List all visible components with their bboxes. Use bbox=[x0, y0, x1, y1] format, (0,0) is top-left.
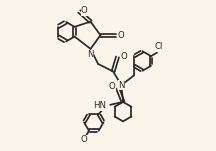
Text: O: O bbox=[81, 135, 87, 144]
Text: Cl: Cl bbox=[154, 42, 162, 51]
Text: O: O bbox=[118, 31, 124, 40]
Text: O: O bbox=[120, 52, 127, 61]
Text: N: N bbox=[87, 50, 94, 59]
Text: N: N bbox=[118, 81, 125, 90]
Text: O: O bbox=[81, 6, 88, 15]
Text: HN: HN bbox=[93, 101, 106, 110]
Text: O: O bbox=[109, 82, 115, 91]
